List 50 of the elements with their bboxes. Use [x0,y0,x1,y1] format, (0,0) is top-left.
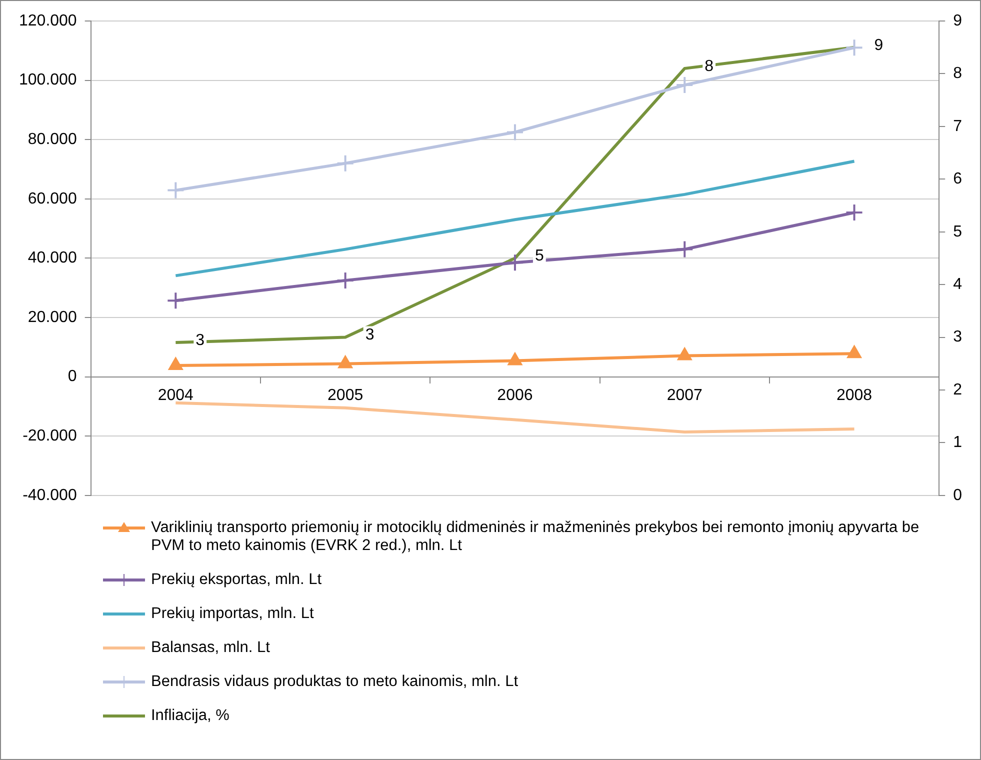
data-label: 3 [365,326,374,344]
y2-tick-label: 8 [953,65,962,82]
point [846,345,862,358]
y-tick-label: 0 [68,368,77,386]
y2-tick-label: 1 [953,434,962,452]
data-label: 9 [874,36,884,54]
legend-label: Infliacija, % [151,707,230,725]
y-tick-label: -20.000 [22,428,77,445]
point [336,271,354,290]
data-label: 3 [196,332,205,349]
point [676,240,694,258]
y2-tick-label: 5 [953,223,962,240]
y2-tick-label: 4 [953,276,962,293]
x-tick-label: 2008 [836,386,872,404]
y2-tick-label: 3 [953,328,962,346]
point [336,154,354,172]
y-tick-label: 20.000 [28,308,77,326]
x-tick-label: 2007 [666,386,703,404]
point [166,292,185,310]
point [506,254,524,272]
data-label: 8 [704,58,714,75]
y-tick-label: 120.000 [18,12,77,30]
point [166,181,185,200]
x-tick-label: 2005 [328,386,364,404]
y2-tick-label: 9 [953,12,962,30]
legend-label: Prekių importas, mln. Lt [151,605,314,623]
y-tick-label: 60.000 [28,190,77,208]
point [845,204,864,222]
point [845,38,864,57]
point [677,347,692,360]
y2-tick-label: 0 [953,486,962,504]
y2-tick-label: 6 [953,170,962,188]
x-tick-label: 2006 [497,386,533,404]
data-label: 5 [534,248,544,265]
legend-label: Variklinių transporto priemonių ir motociklų didmeninės ir mažmeninės prekybos bei remonto įmonių apyvarta be PVM to meto kainomis (EVRK 2 red.), mln. Lt [151,519,920,555]
legend-label: Balansas, mln. Lt [151,639,270,657]
point [676,76,694,94]
point [506,123,524,142]
legend-label: Prekių eksportas, mln. Lt [151,571,322,589]
legend-label: Bendrasis vidaus produktas to meto kainomis, mln. Lt [151,673,518,691]
y-tick-label: 80.000 [28,131,77,148]
y2-tick-label: 7 [953,118,962,135]
y-tick-label: 100.000 [18,72,77,89]
point [168,357,184,370]
point [508,352,522,366]
y-tick-label: 40.000 [28,250,77,267]
x-tick-label: 2004 [158,386,194,404]
y-tick-label: -40.000 [22,486,77,504]
y2-tick-label: 2 [953,381,962,398]
point [338,355,353,368]
